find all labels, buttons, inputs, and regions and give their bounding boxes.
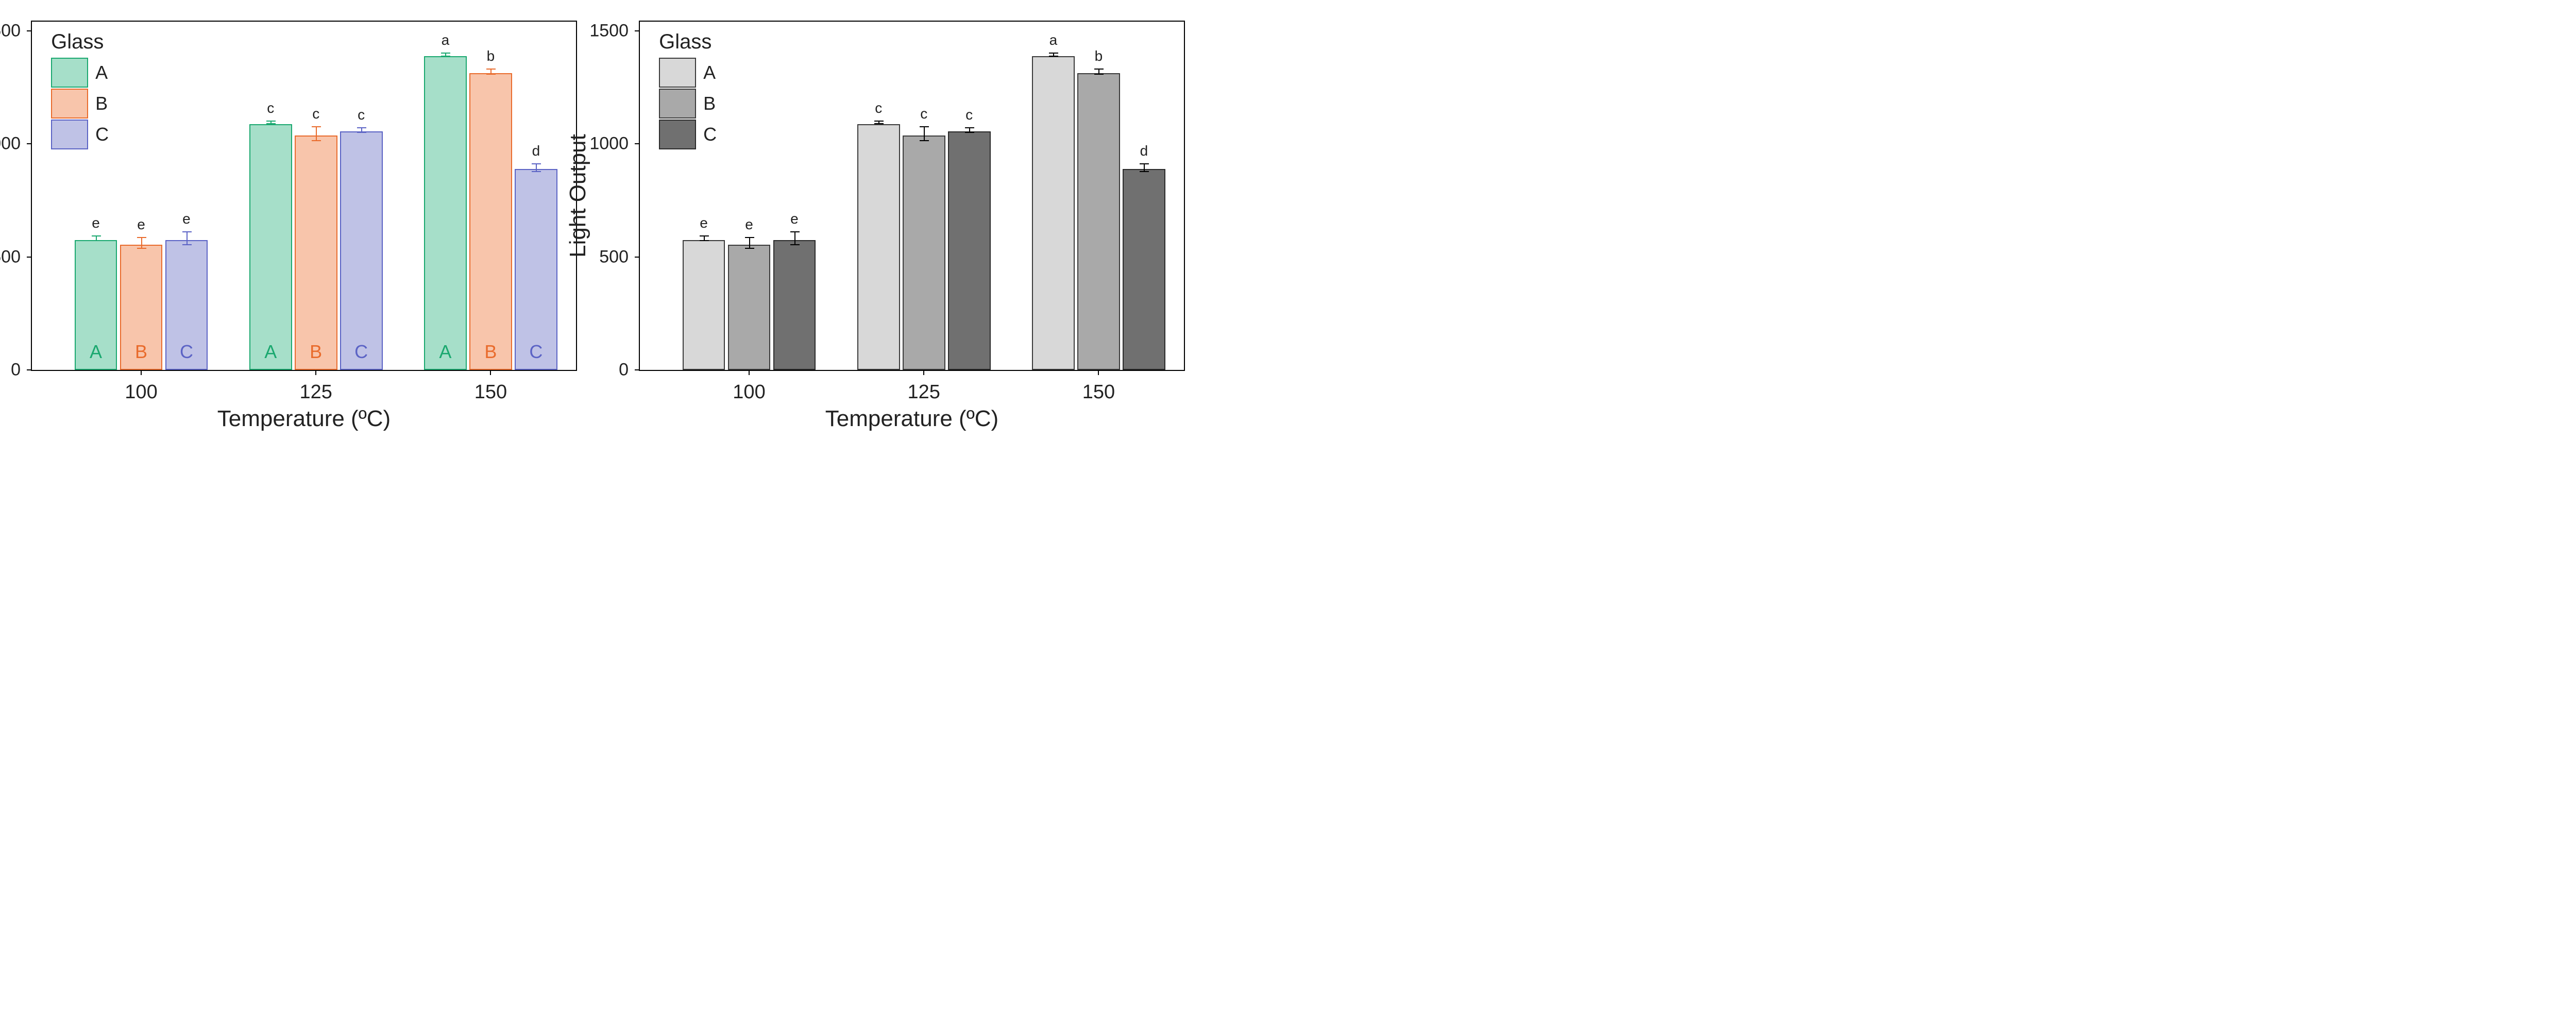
legend-item: C xyxy=(659,120,717,149)
significance-label: a xyxy=(1049,32,1058,48)
y-tick-mark xyxy=(27,30,32,31)
bar: dC xyxy=(515,169,557,370)
significance-label: e xyxy=(92,215,100,231)
y-tick-mark xyxy=(635,257,640,258)
bar: aA xyxy=(424,56,467,370)
bar: e xyxy=(728,245,771,370)
significance-label: c xyxy=(358,107,365,123)
legend-swatch xyxy=(51,89,88,118)
legend-label: B xyxy=(95,93,108,114)
y-tick-mark xyxy=(27,257,32,258)
bar-inner-label: A xyxy=(90,341,102,363)
legend-label: A xyxy=(703,62,716,83)
legend-swatch xyxy=(51,120,88,149)
bar: eA xyxy=(75,240,117,370)
y-tick-label: 1500 xyxy=(589,21,640,41)
legend: Glass ABC xyxy=(659,30,717,150)
significance-label: c xyxy=(875,100,882,116)
legend-item: C xyxy=(51,120,109,149)
bar-inner-label: B xyxy=(135,341,147,363)
x-axis-label: Temperature (ºC) xyxy=(217,406,391,432)
bar: b xyxy=(1077,73,1120,370)
plot-frame: Light OutputTemperature (ºC)050010001500… xyxy=(31,21,577,371)
significance-label: c xyxy=(267,100,274,116)
bar-inner-label: C xyxy=(529,341,543,363)
y-tick-label: 1000 xyxy=(589,134,640,154)
bar: a xyxy=(1032,56,1075,370)
significance-label: e xyxy=(137,216,145,233)
bar-inner-label: B xyxy=(484,341,497,363)
bar-inner-label: C xyxy=(354,341,368,363)
bar-inner-label: A xyxy=(439,341,451,363)
panel-1: Light OutputTemperature (ºC)050010001500… xyxy=(639,21,1185,371)
bar-inner-label: A xyxy=(264,341,277,363)
y-axis-label: Light Output xyxy=(565,134,591,258)
legend-title: Glass xyxy=(659,30,717,54)
significance-label: e xyxy=(790,211,799,227)
x-tick-mark xyxy=(490,370,491,375)
significance-label: b xyxy=(1095,48,1103,64)
significance-label: c xyxy=(920,106,927,122)
x-tick-mark xyxy=(315,370,316,375)
bar-inner-label: B xyxy=(310,341,322,363)
legend-swatch xyxy=(659,120,696,149)
legend-swatch xyxy=(51,58,88,88)
significance-label: b xyxy=(487,48,495,64)
legend-swatch xyxy=(659,89,696,118)
bar: c xyxy=(903,135,945,370)
legend-item: B xyxy=(51,89,109,118)
x-tick-mark xyxy=(141,370,142,375)
legend-title: Glass xyxy=(51,30,109,54)
significance-label: c xyxy=(312,106,319,122)
bar: e xyxy=(773,240,816,370)
significance-label: d xyxy=(532,143,540,159)
legend-label: C xyxy=(703,124,717,145)
legend-label: B xyxy=(703,93,716,114)
x-tick-mark xyxy=(1098,370,1099,375)
panel-0: Light OutputTemperature (ºC)050010001500… xyxy=(31,21,577,371)
x-axis-label: Temperature (ºC) xyxy=(825,406,998,432)
legend-item: A xyxy=(51,58,109,88)
significance-label: e xyxy=(700,215,708,231)
bar-inner-label: C xyxy=(180,341,193,363)
bar: cA xyxy=(249,124,292,370)
legend-item: A xyxy=(659,58,717,88)
y-tick-mark xyxy=(27,143,32,144)
significance-label: a xyxy=(442,32,450,48)
bar: bB xyxy=(469,73,512,370)
bar: d xyxy=(1123,169,1165,370)
significance-label: c xyxy=(965,107,973,123)
y-tick-mark xyxy=(635,143,640,144)
significance-label: e xyxy=(182,211,191,227)
x-tick-mark xyxy=(749,370,750,375)
legend: Glass ABC xyxy=(51,30,109,150)
bar: e xyxy=(683,240,725,370)
bar: c xyxy=(857,124,900,370)
bar: eB xyxy=(120,245,163,370)
legend-item: B xyxy=(659,89,717,118)
legend-label: C xyxy=(95,124,109,145)
bar: cB xyxy=(295,135,337,370)
y-tick-mark xyxy=(635,30,640,31)
y-tick-mark xyxy=(27,369,32,370)
y-tick-label: 500 xyxy=(599,247,640,267)
plot-frame: Light OutputTemperature (ºC)050010001500… xyxy=(639,21,1185,371)
significance-label: e xyxy=(745,216,753,233)
legend-swatch xyxy=(659,58,696,88)
significance-label: d xyxy=(1140,143,1148,159)
bar: eC xyxy=(165,240,208,370)
legend-label: A xyxy=(95,62,108,83)
bar: c xyxy=(948,131,991,370)
y-tick-mark xyxy=(635,369,640,370)
bar: cC xyxy=(340,131,383,370)
x-tick-mark xyxy=(923,370,924,375)
